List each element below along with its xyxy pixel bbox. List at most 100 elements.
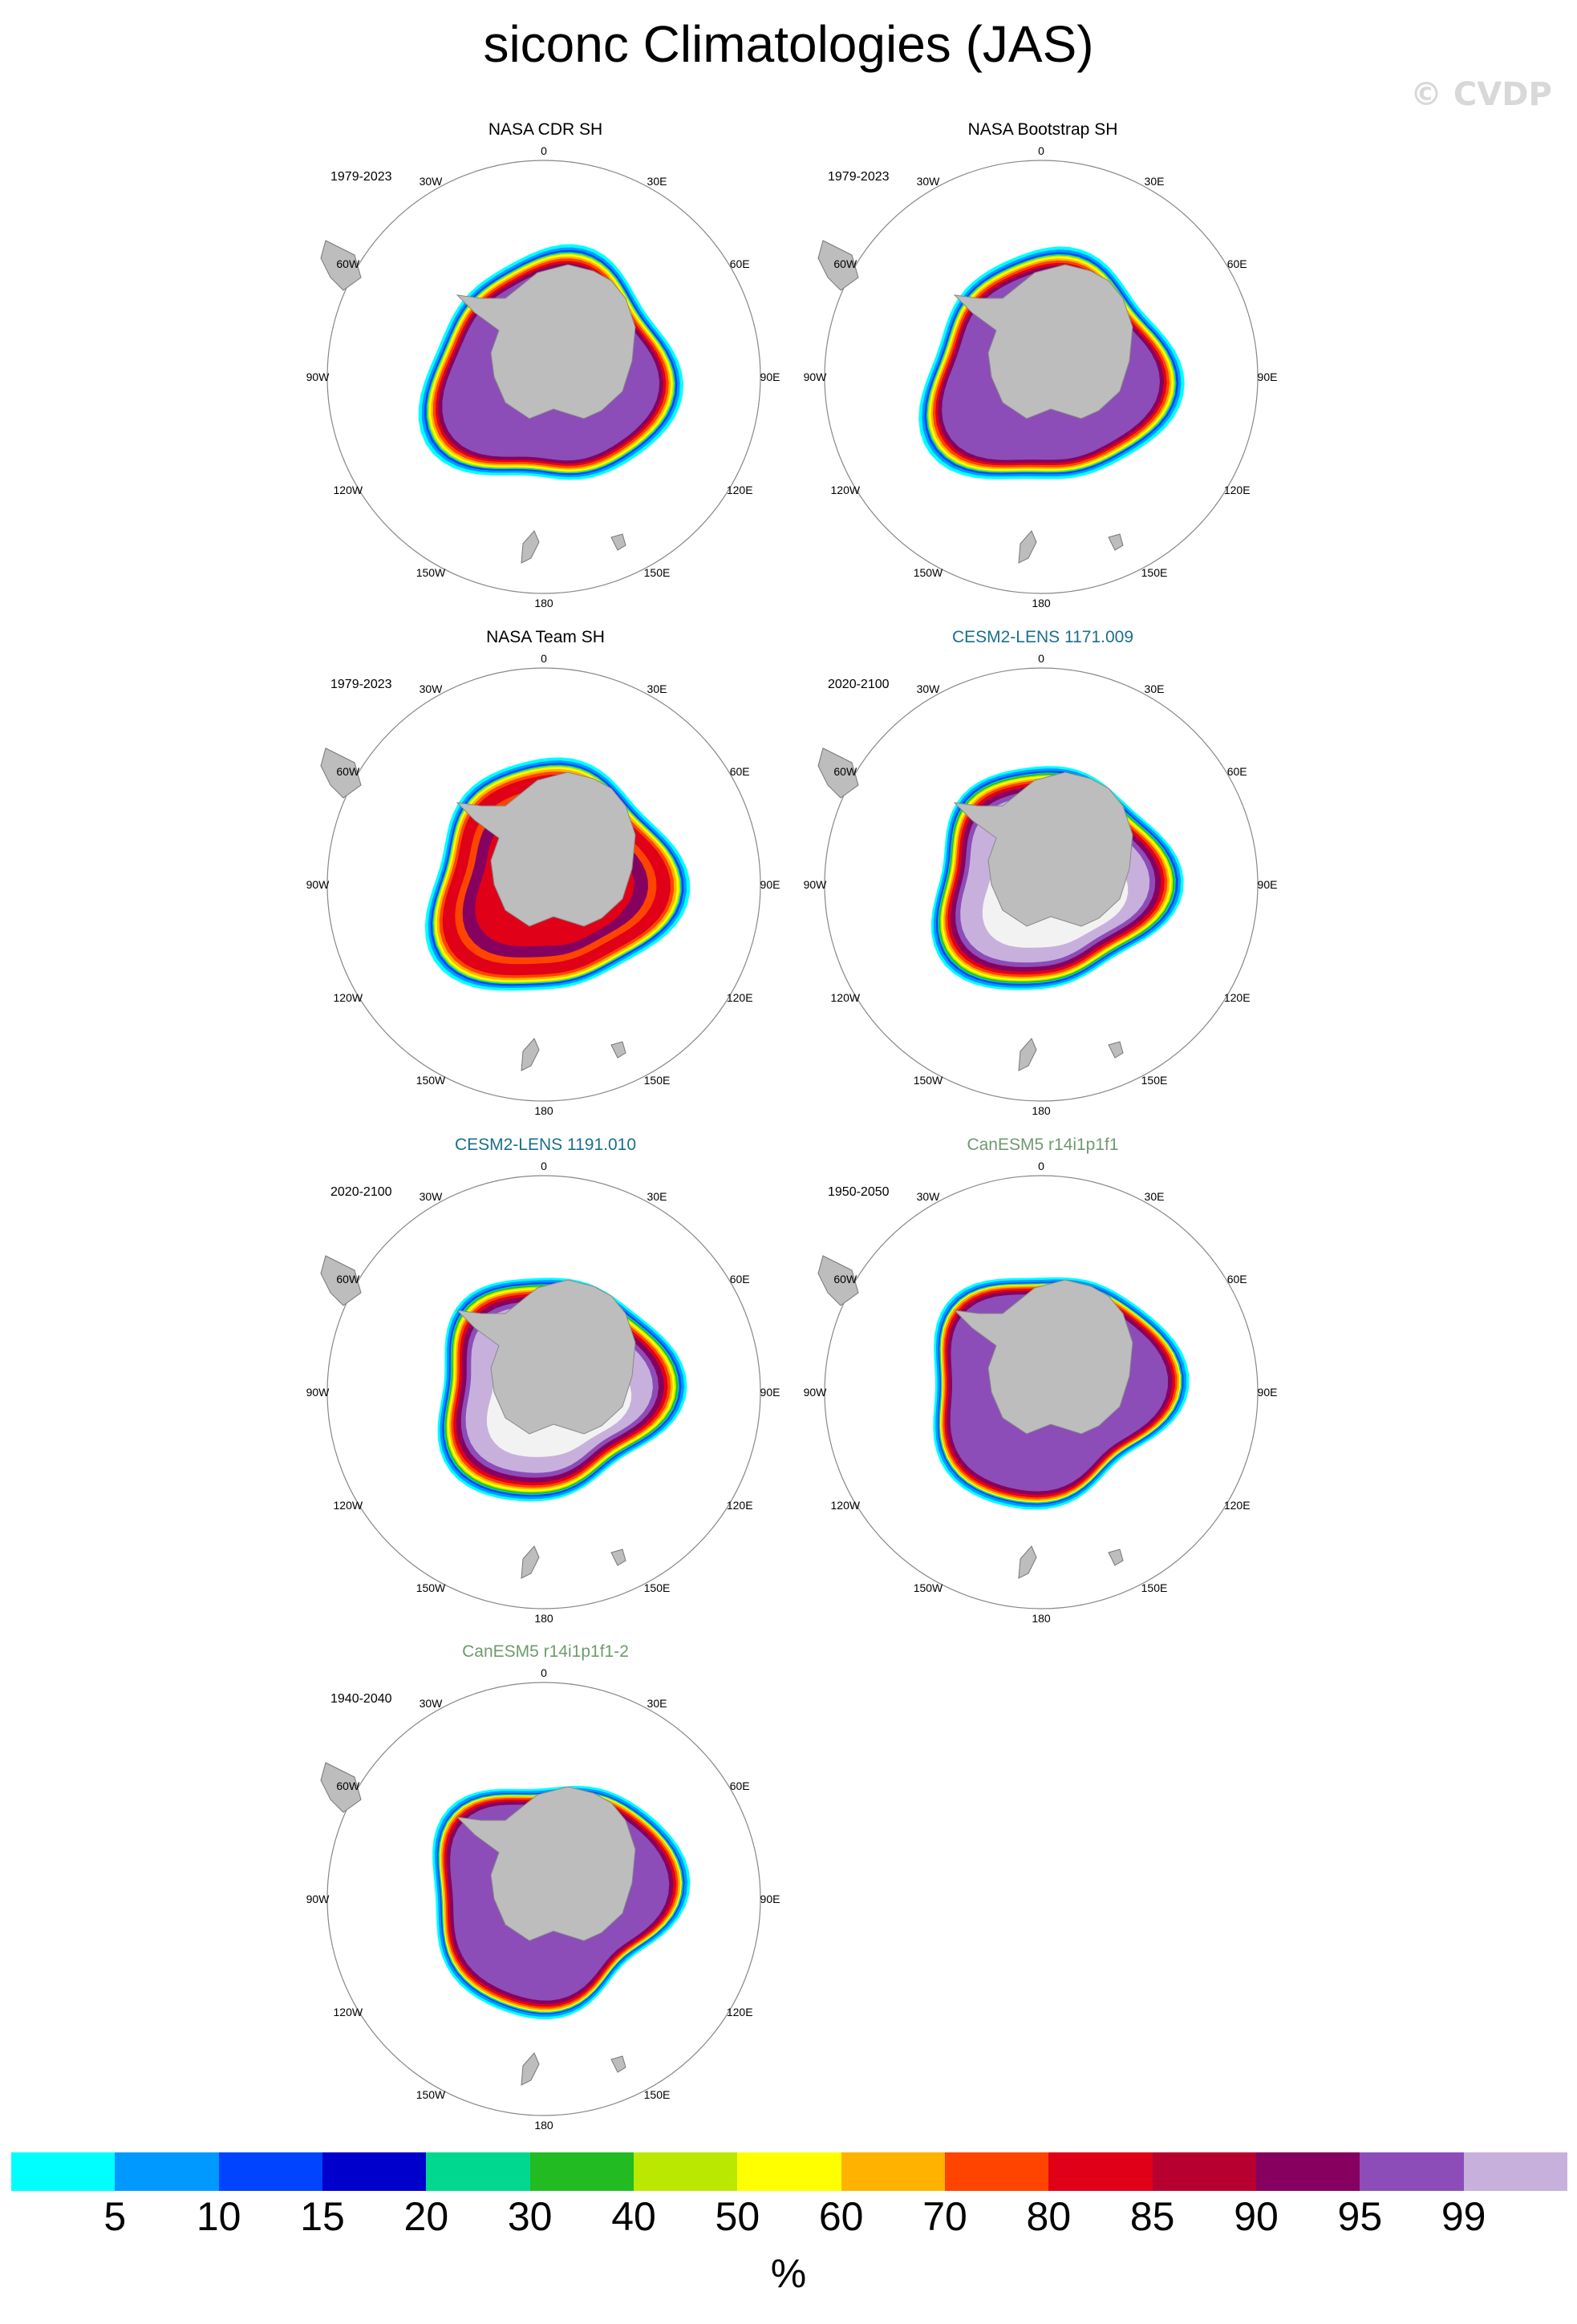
longitude-label: 60W	[336, 765, 360, 778]
longitude-label: 90E	[760, 878, 780, 891]
longitude-label: 180	[1032, 1104, 1051, 1117]
colorbar-tick-label: 80	[1026, 2194, 1072, 2239]
longitude-label: 0	[1038, 144, 1044, 157]
longitude-label: 120E	[727, 2006, 753, 2018]
longitude-label: 60E	[730, 1273, 750, 1285]
longitude-label: 30E	[1145, 1190, 1165, 1203]
longitude-label: 120E	[1224, 991, 1251, 1004]
colorbar-swatch	[737, 2152, 842, 2191]
panel-period: 1950-2050	[828, 1185, 890, 1199]
new-zealand-landmass	[521, 1545, 540, 1579]
colorbar-tick-label: 60	[818, 2194, 864, 2239]
longitude-label: 150W	[416, 1074, 446, 1087]
longitude-label: 60E	[730, 1779, 750, 1792]
longitude-label: 90W	[306, 1893, 330, 1905]
polar-map: 0 30E 60E 90E 120E 150E 180 150W 120W 90W 60W 30W	[804, 1160, 1278, 1625]
colorbar-swatch	[841, 2152, 946, 2191]
south-america-landmass	[817, 747, 859, 799]
longitude-label: 60W	[336, 257, 360, 270]
longitude-label: 30E	[1145, 682, 1165, 695]
colorbar-tick-label: 50	[715, 2194, 760, 2239]
longitude-label: 90E	[1258, 878, 1278, 891]
panel-title: CanESM5 r14i1p1f1-2	[462, 1642, 629, 1661]
south-america-landmass	[817, 1255, 859, 1306]
longitude-label: 30W	[917, 1190, 941, 1203]
longitude-label: 30W	[420, 175, 444, 188]
antarctica-landmass	[456, 1786, 636, 1941]
colorbar-swatch	[634, 2152, 738, 2191]
longitude-label: 120E	[727, 484, 753, 496]
polar-map: 0 30E 60E 90E 120E 150E 180 150W 120W 90W 60W 30W	[804, 144, 1278, 609]
longitude-label: 180	[1032, 597, 1051, 609]
polar-map: 0 30E 60E 90E 120E 150E 180 150W 120W 90W 60W 30W	[306, 144, 780, 609]
longitude-label: 90W	[306, 370, 330, 383]
longitude-label: 0	[541, 652, 547, 665]
colorbar-tick-label: 85	[1129, 2194, 1175, 2239]
longitude-label: 60W	[336, 1779, 360, 1792]
longitude-label: 60E	[730, 765, 750, 778]
longitude-label: 90E	[1258, 370, 1278, 383]
longitude-label: 0	[1038, 652, 1044, 665]
colorbar-swatch	[1360, 2152, 1465, 2191]
longitude-label: 60W	[833, 257, 857, 270]
south-america-landmass	[320, 1762, 362, 1813]
panel-period: 2020-2100	[330, 1185, 392, 1199]
colorbar-swatch	[1256, 2152, 1360, 2191]
longitude-label: 0	[1038, 1160, 1044, 1172]
longitude-label: 150W	[914, 566, 943, 579]
panel-period: 1979-2023	[330, 170, 392, 184]
australia-landmass	[610, 1041, 626, 1059]
longitude-label: 60W	[336, 1273, 360, 1285]
south-america-landmass	[320, 240, 362, 291]
longitude-label: 150W	[416, 566, 446, 579]
polar-map: 0 30E 60E 90E 120E 150E 180 150W 120W 90W 60W 30W	[306, 1160, 780, 1625]
antarctica-landmass	[953, 1279, 1133, 1435]
longitude-label: 60W	[833, 765, 857, 778]
new-zealand-landmass	[1018, 1545, 1037, 1579]
longitude-label: 30W	[420, 682, 444, 695]
longitude-label: 30W	[917, 682, 941, 695]
colorbar-swatch	[945, 2152, 1049, 2191]
polar-map: 0 30E 60E 90E 120E 150E 180 150W 120W 90W 60W 30W	[306, 652, 780, 1117]
longitude-label: 30E	[1145, 175, 1165, 188]
south-america-landmass	[320, 1255, 362, 1306]
colorbar	[11, 2152, 1568, 2191]
longitude-label: 120W	[334, 991, 363, 1004]
longitude-label: 30E	[647, 175, 667, 188]
colorbar-tick-label: 95	[1337, 2194, 1383, 2239]
longitude-label: 60E	[730, 257, 750, 270]
polar-map: 0 30E 60E 90E 120E 150E 180 150W 120W 90W 60W 30W	[804, 652, 1278, 1117]
map-panel: 0 30E 60E 90E 120E 150E 180 150W 120W 90W 60W 30W Ca…	[762, 1136, 1324, 1649]
antarctica-landmass	[456, 1279, 636, 1435]
longitude-label: 120W	[334, 2006, 363, 2018]
longitude-label: 90W	[804, 370, 828, 383]
longitude-label: 180	[534, 1612, 553, 1625]
longitude-label: 180	[534, 1104, 553, 1117]
colorbar-tick-label: 10	[196, 2194, 241, 2239]
longitude-label: 150E	[644, 2088, 671, 2101]
colorbar-tick-label: 30	[507, 2194, 553, 2239]
longitude-label: 150E	[1141, 566, 1168, 579]
map-panel: 0 30E 60E 90E 120E 150E 180 150W 120W 90W 60W 30W Ca…	[265, 1642, 826, 2156]
longitude-label: 120E	[1224, 484, 1251, 496]
panel-title: CanESM5 r14i1p1f1	[967, 1136, 1119, 1154]
map-panel: 0 30E 60E 90E 120E 150E 180 150W 120W 90W 60W 30W NA…	[762, 120, 1324, 634]
new-zealand-landmass	[521, 2052, 540, 2086]
australia-landmass	[610, 1549, 626, 1566]
longitude-label: 30E	[647, 682, 667, 695]
longitude-label: 180	[534, 2119, 553, 2132]
longitude-label: 120W	[831, 484, 861, 496]
longitude-label: 150E	[644, 1581, 671, 1594]
colorbar-tick-label: 99	[1441, 2194, 1486, 2239]
colorbar-swatch	[322, 2152, 427, 2191]
longitude-label: 30E	[647, 1697, 667, 1710]
longitude-label: 150W	[914, 1074, 943, 1087]
longitude-label: 120W	[831, 1499, 861, 1512]
colorbar-swatch	[426, 2152, 531, 2191]
longitude-label: 150E	[644, 1074, 671, 1087]
panel-title: NASA CDR SH	[488, 120, 603, 139]
longitude-label: 180	[1032, 1612, 1051, 1625]
longitude-label: 120E	[727, 1499, 753, 1512]
colorbar-swatch	[218, 2152, 323, 2191]
colorbar-tick-label: 90	[1234, 2194, 1279, 2239]
